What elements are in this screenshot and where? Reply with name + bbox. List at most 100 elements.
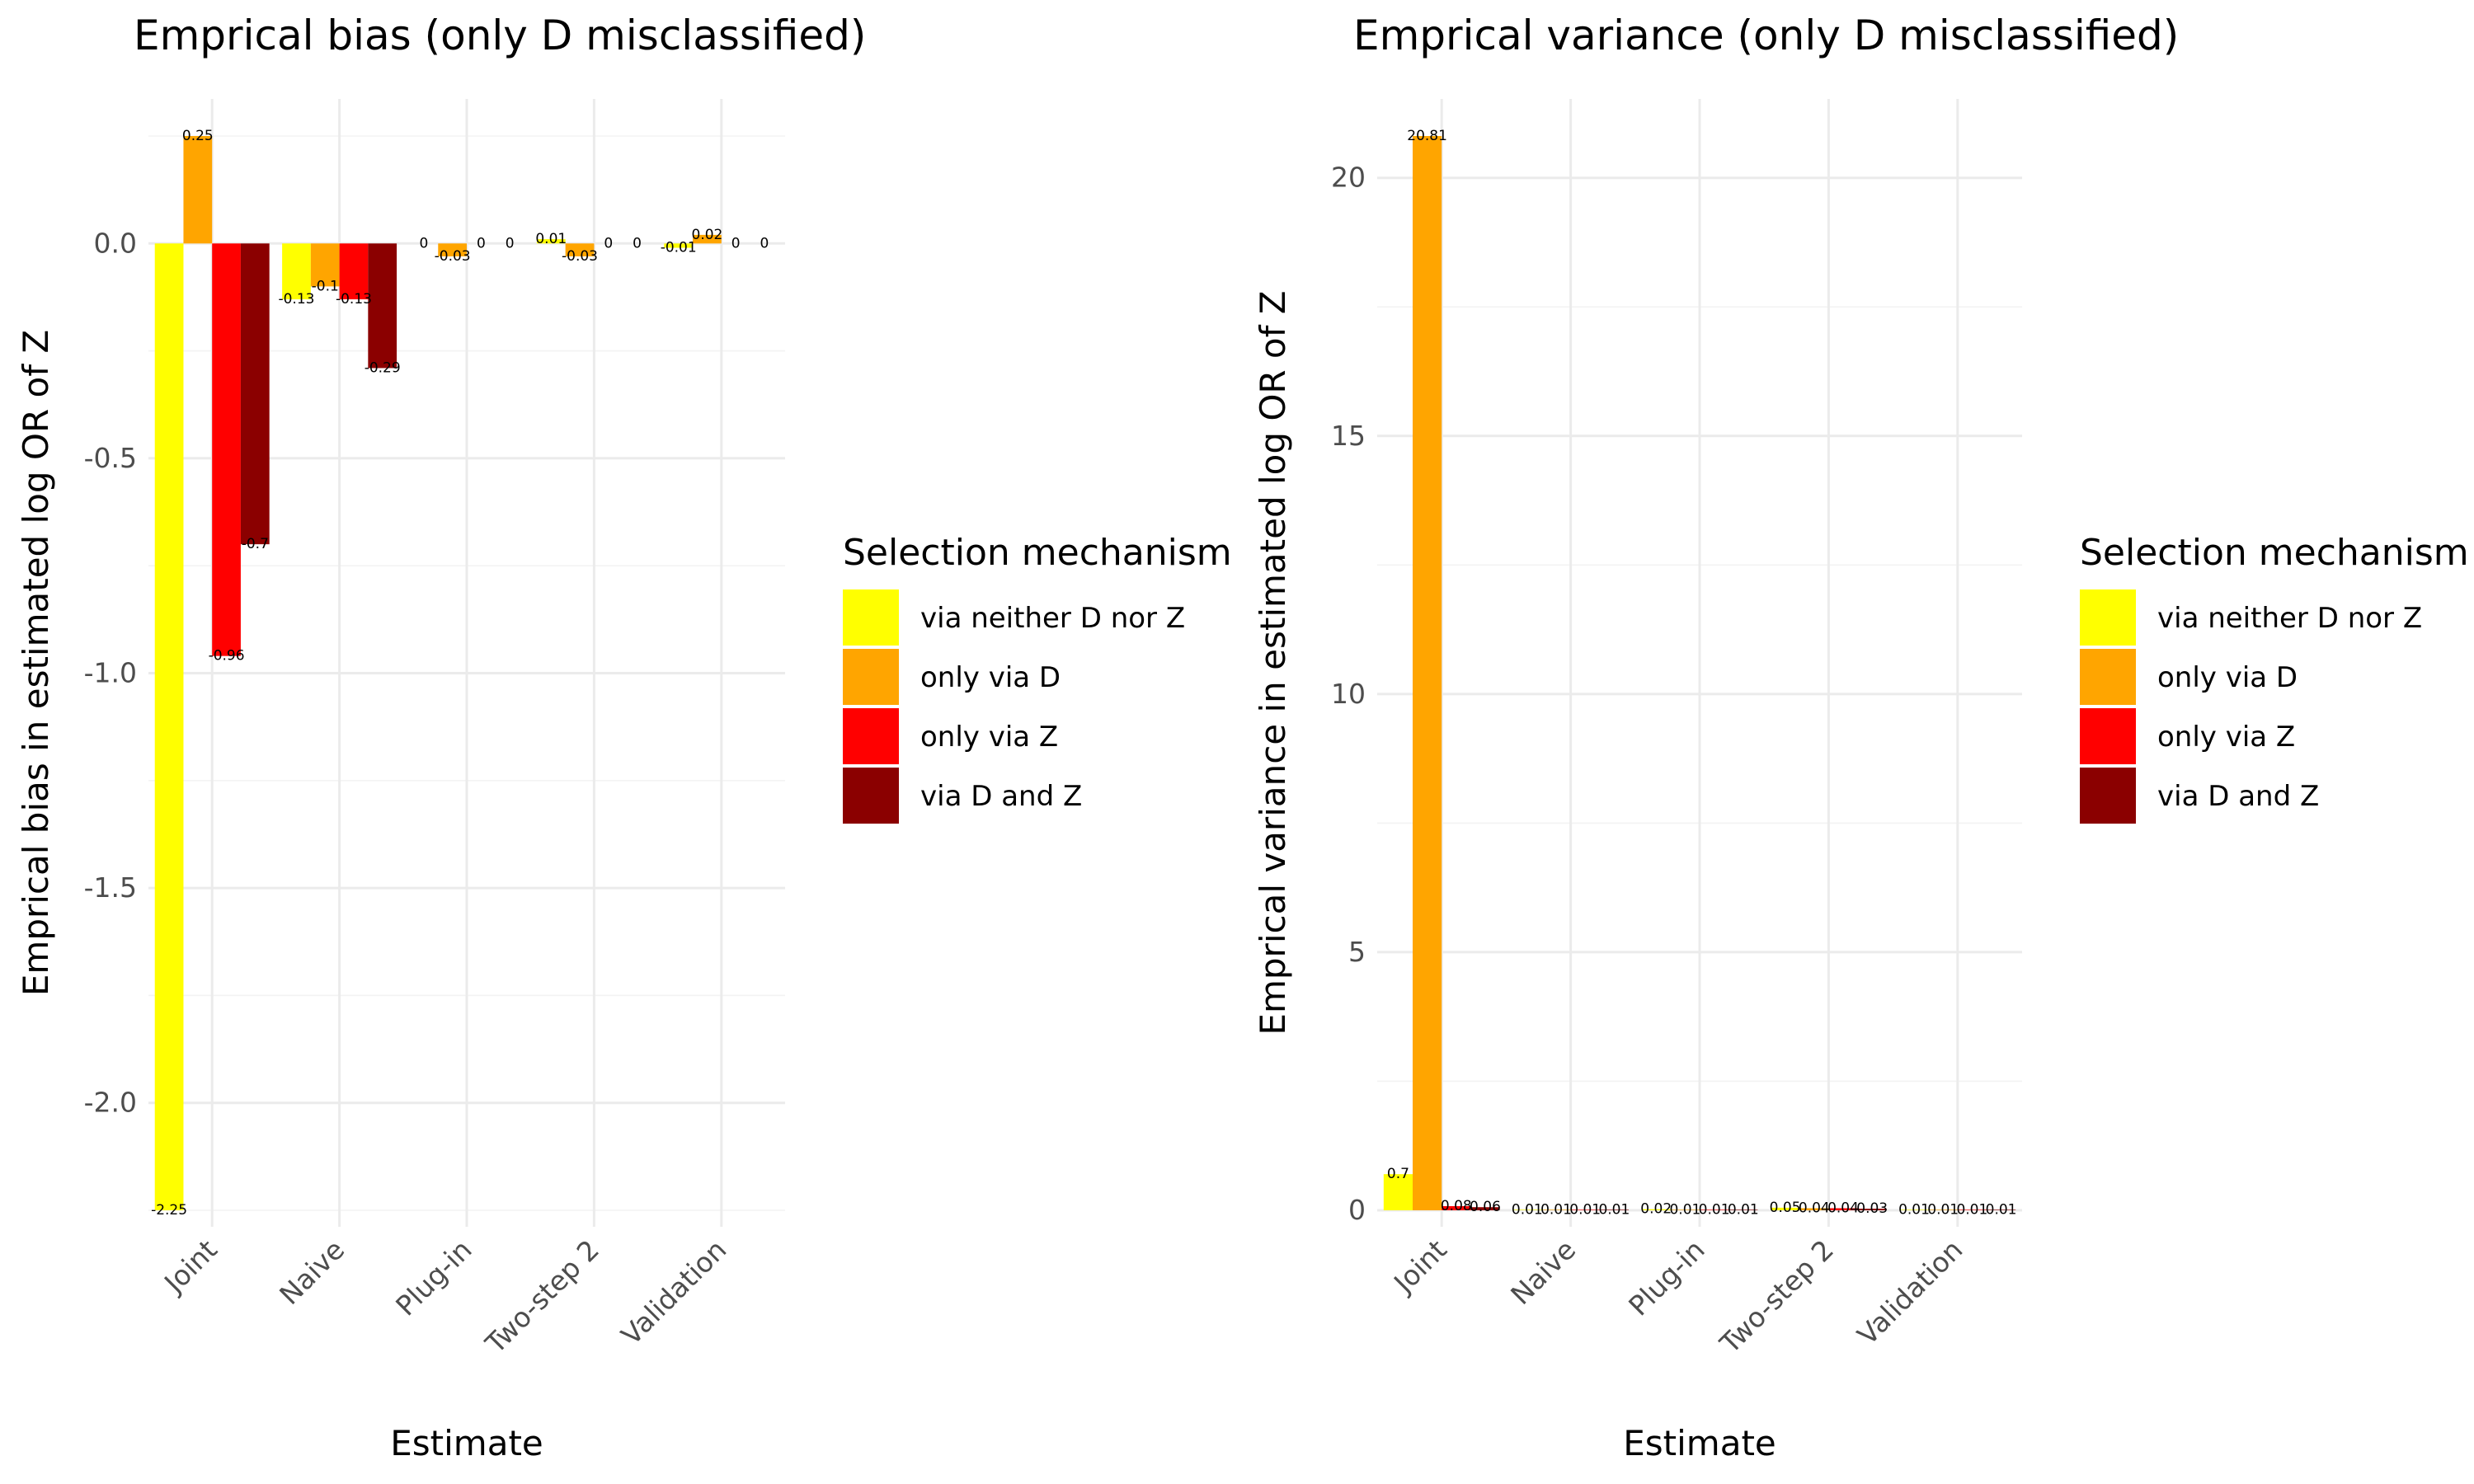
bias-data-label: -0.96	[209, 648, 245, 665]
variance-data-label: 0.01	[1927, 1201, 1959, 1218]
bias-data-label: -0.1	[312, 278, 339, 294]
bias-data-label: 0	[506, 235, 515, 251]
bias-bar-naive-via-neither-d-nor-z	[282, 243, 311, 300]
bias-data-label: 0	[419, 235, 428, 251]
legend-label-via-neither-d-nor-z: via neither D nor Z	[2157, 602, 2422, 635]
legend-label-via-d-and-z: via D and Z	[2157, 780, 2319, 813]
variance-x-axis-title: Estimate	[1623, 1423, 1776, 1463]
bias-bar-naive-only-via-d	[310, 243, 340, 287]
variance-bar-joint-via-d-and-z	[1470, 1207, 1500, 1210]
bias-x-tick-label: Naive	[273, 1233, 350, 1311]
variance-data-label: 0.06	[1470, 1199, 1501, 1215]
legend-label-via-neither-d-nor-z: via neither D nor Z	[920, 602, 1185, 635]
bias-bar-naive-via-d-and-z	[368, 243, 397, 369]
bias-y-tick-label: 0.0	[94, 227, 137, 259]
bias-data-label: -2.25	[151, 1202, 187, 1219]
variance-data-label: 20.81	[1407, 128, 1447, 144]
bias-bar-joint-only-via-d	[183, 136, 213, 244]
variance-chart-title: Emprical variance (only D misclassified)	[1353, 12, 2179, 59]
variance-x-tick-label: Validation	[1851, 1233, 1969, 1351]
variance-bar-naive-via-d-and-z	[1599, 1209, 1629, 1210]
variance-data-label: 0.01	[1699, 1201, 1730, 1218]
legend-key-only-via-z	[2080, 708, 2136, 764]
variance-data-label: 0.01	[1728, 1201, 1759, 1218]
variance-y-tick-label: 0	[1348, 1194, 1366, 1226]
bias-data-label: 0	[633, 235, 642, 251]
bias-bar-plug-in-only-via-d	[438, 243, 467, 256]
bias-data-label: -0.13	[278, 291, 314, 308]
legend-title: Selection mechanism	[2080, 532, 2469, 574]
bias-legend: Selection mechanism via neither D nor Z on…	[843, 532, 1232, 824]
bias-data-label: 0.02	[692, 227, 723, 243]
bias-data-label: -0.03	[562, 248, 598, 265]
variance-bar-joint-only-via-d	[1413, 136, 1442, 1210]
legend-title: Selection mechanism	[843, 532, 1232, 574]
bias-x-tick-label: Validation	[615, 1233, 733, 1351]
legend-label-only-via-z: only via Z	[2157, 721, 2295, 754]
bias-bar-joint-via-d-and-z	[240, 243, 270, 545]
variance-data-label: 0.01	[1598, 1201, 1630, 1218]
variance-data-label: 0.01	[1986, 1201, 2017, 1218]
legend-label-only-via-z: only via Z	[920, 721, 1058, 754]
bias-x-tick-label: Two-step 2	[478, 1233, 605, 1360]
variance-data-label: 0.01	[1569, 1201, 1601, 1218]
variance-data-label: 0.04	[1799, 1200, 1830, 1216]
variance-bar-plug-in-via-d-and-z	[1729, 1209, 1758, 1210]
bias-bar-joint-via-neither-d-nor-z	[154, 243, 184, 1210]
variance-data-label: 0.05	[1770, 1200, 1801, 1216]
bias-y-tick-label: -1.5	[84, 871, 137, 904]
variance-bar-naive-only-via-z	[1570, 1209, 1600, 1210]
bias-bar-joint-only-via-z	[212, 243, 241, 656]
legend-key-via-neither-d-nor-z	[843, 589, 899, 646]
bias-chart-title: Emprical bias (only D misclassified)	[134, 12, 866, 59]
variance-bar-two-step-2-via-neither-d-nor-z	[1771, 1207, 1800, 1210]
variance-data-label: 0.7	[1387, 1166, 1409, 1182]
variance-bar-plug-in-only-via-z	[1700, 1209, 1729, 1210]
variance-x-tick-label: Joint	[1386, 1233, 1453, 1300]
variance-data-label: 0.01	[1512, 1201, 1543, 1218]
variance-data-label: 0.04	[1827, 1200, 1859, 1216]
bias-data-label: 0	[731, 235, 741, 251]
legend-key-via-d-and-z	[843, 768, 899, 824]
legend-key-only-via-d	[2080, 649, 2136, 705]
bias-data-label: -0.01	[661, 240, 697, 256]
legend-key-via-neither-d-nor-z	[2080, 589, 2136, 646]
bias-data-label: 0.01	[535, 231, 567, 247]
variance-bar-validation-via-d-and-z	[1986, 1209, 2016, 1210]
variance-y-tick-label: 10	[1331, 678, 1366, 710]
bias-y-tick-label: -1.0	[84, 657, 137, 689]
variance-y-tick-label: 5	[1348, 936, 1366, 968]
bias-y-tick-label: -2.0	[84, 1087, 137, 1119]
variance-data-label: 0.01	[1669, 1201, 1700, 1218]
bias-y-tick-label: -0.5	[84, 442, 137, 474]
variance-bar-two-step-2-only-via-z	[1828, 1208, 1858, 1210]
variance-data-label: 0.01	[1540, 1201, 1572, 1218]
variance-x-tick-label: Plug-in	[1622, 1233, 1710, 1322]
variance-bar-naive-only-via-d	[1541, 1209, 1571, 1210]
bias-data-label: -0.13	[336, 291, 372, 308]
legend-label-only-via-d: only via D	[2157, 661, 2298, 694]
bias-x-axis-title: Estimate	[390, 1423, 543, 1463]
legend-key-via-d-and-z	[2080, 768, 2136, 824]
bias-data-label: 0	[477, 235, 486, 251]
variance-y-tick-label: 15	[1331, 420, 1366, 452]
variance-y-axis-title: Emprical variance in estimated log OR of…	[1253, 290, 1293, 1035]
bias-y-axis-title: Emprical bias in estimated log OR of Z	[16, 330, 56, 996]
variance-data-label: 0.02	[1640, 1201, 1672, 1218]
variance-bar-naive-via-neither-d-nor-z	[1512, 1209, 1542, 1210]
variance-bar-two-step-2-via-d-and-z	[1857, 1209, 1887, 1210]
variance-x-tick-label: Naive	[1504, 1233, 1582, 1311]
bias-x-tick-label: Plug-in	[389, 1233, 477, 1322]
bias-data-label: 0	[604, 235, 613, 251]
bias-x-tick-label: Joint	[157, 1233, 223, 1300]
bias-bar-two-step-2-via-neither-d-nor-z	[536, 239, 566, 244]
bias-data-label: 0	[760, 235, 769, 251]
variance-bar-plug-in-only-via-d	[1670, 1209, 1700, 1210]
variance-x-tick-label: Two-step 2	[1713, 1233, 1840, 1360]
variance-legend: Selection mechanism via neither D nor Z on…	[2080, 532, 2469, 824]
bias-bar-validation-via-neither-d-nor-z	[664, 243, 694, 248]
variance-bar-validation-via-neither-d-nor-z	[1899, 1209, 1929, 1210]
variance-y-tick-label: 20	[1331, 162, 1366, 194]
variance-bar-plug-in-via-neither-d-nor-z	[1641, 1209, 1671, 1210]
